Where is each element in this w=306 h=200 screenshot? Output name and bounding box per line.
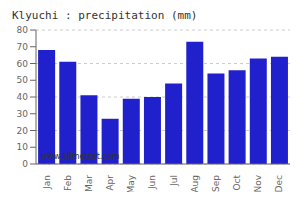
svg-text:Jan: Jan [42,175,52,190]
svg-text:www.allmetsat.com: www.allmetsat.com [41,152,120,161]
svg-text:Aug: Aug [190,175,200,192]
svg-text:0: 0 [22,159,28,169]
svg-text:Mar: Mar [84,175,94,192]
svg-text:40: 40 [17,92,29,102]
svg-text:30: 30 [17,109,29,119]
svg-text:60: 60 [17,59,29,69]
svg-text:Sep: Sep [211,175,221,192]
svg-text:Nov: Nov [253,174,263,192]
html-text:Klyuchi : precipitation (mm): Klyuchi : precipitation (mm) [12,9,198,22]
svg-text:50: 50 [17,75,29,85]
svg-text:Apr: Apr [105,175,115,191]
svg-text:May: May [126,174,136,192]
svg-text:Oct: Oct [232,175,242,191]
svg-text:70: 70 [17,42,29,52]
svg-text:Jun: Jun [147,175,157,190]
svg-text:10: 10 [17,142,29,152]
svg-text:Feb: Feb [63,175,73,191]
svg-text:20: 20 [17,126,29,136]
svg-text:Jul: Jul [169,175,179,187]
svg-text:Dec: Dec [274,175,284,192]
svg-text:80: 80 [17,25,29,35]
